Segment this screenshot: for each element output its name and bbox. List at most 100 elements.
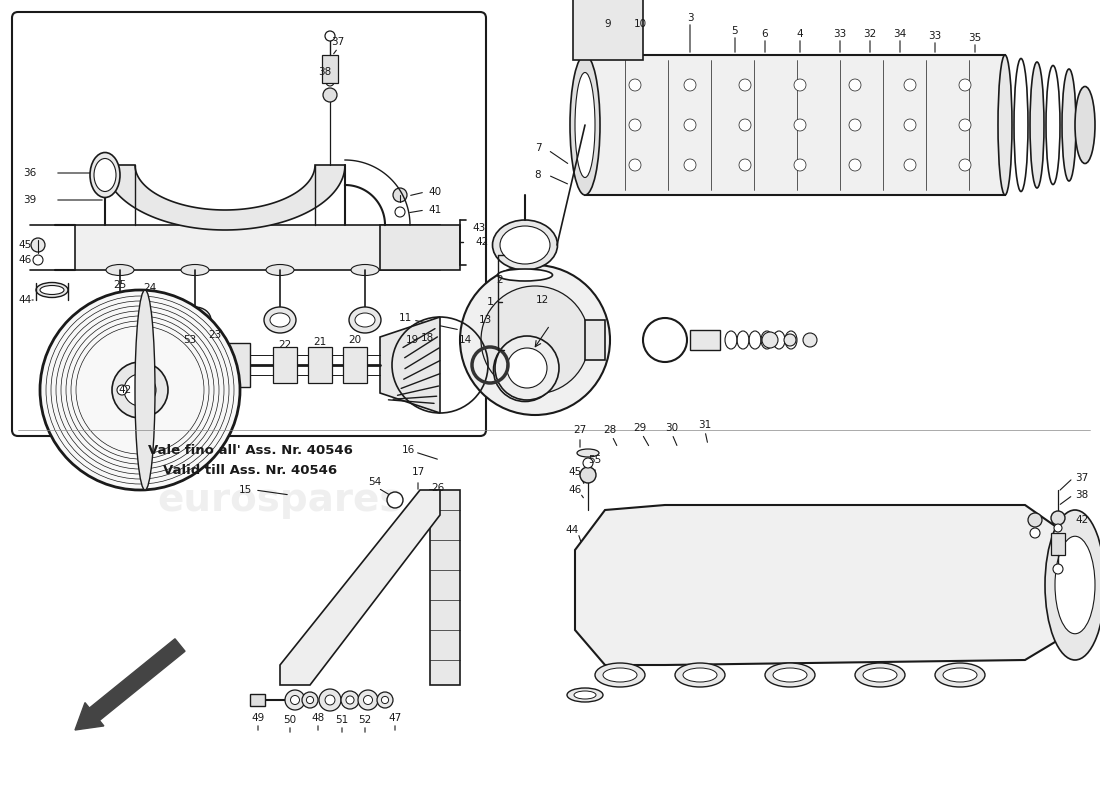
Ellipse shape	[264, 307, 296, 333]
Circle shape	[358, 690, 378, 710]
Text: 49: 49	[252, 713, 265, 723]
Ellipse shape	[603, 668, 637, 682]
Bar	[690, 330, 721, 350]
Circle shape	[849, 159, 861, 171]
Circle shape	[904, 159, 916, 171]
Circle shape	[495, 336, 559, 400]
Polygon shape	[104, 165, 345, 230]
Circle shape	[382, 696, 388, 704]
Text: 18: 18	[420, 333, 433, 343]
Text: 22: 22	[278, 340, 292, 350]
Circle shape	[959, 79, 971, 91]
Ellipse shape	[764, 663, 815, 687]
Ellipse shape	[497, 269, 552, 281]
Circle shape	[794, 119, 806, 131]
Circle shape	[849, 79, 861, 91]
Text: 42: 42	[1075, 515, 1088, 525]
Circle shape	[904, 79, 916, 91]
Ellipse shape	[185, 313, 205, 327]
Circle shape	[377, 692, 393, 708]
Bar	[573, 0, 644, 60]
Bar	[308, 347, 332, 383]
Text: 27: 27	[573, 425, 586, 435]
FancyArrow shape	[75, 638, 185, 730]
Ellipse shape	[355, 313, 375, 327]
Text: 44: 44	[19, 295, 32, 305]
Circle shape	[1028, 513, 1042, 527]
Text: 41: 41	[428, 205, 441, 215]
Bar	[430, 490, 460, 685]
Ellipse shape	[1046, 66, 1060, 185]
Text: 51: 51	[336, 715, 349, 725]
Text: 34: 34	[893, 29, 906, 39]
Text: Vale fino all' Ass. Nr. 40546: Vale fino all' Ass. Nr. 40546	[147, 443, 352, 457]
Text: 20: 20	[349, 335, 362, 345]
Ellipse shape	[935, 663, 984, 687]
Circle shape	[1053, 564, 1063, 574]
Ellipse shape	[566, 688, 603, 702]
Text: 47: 47	[388, 713, 401, 723]
Ellipse shape	[500, 226, 550, 264]
Circle shape	[324, 31, 336, 41]
Circle shape	[326, 695, 334, 705]
Circle shape	[307, 696, 314, 704]
Circle shape	[481, 286, 588, 394]
Text: 15: 15	[239, 485, 252, 495]
Text: 31: 31	[698, 420, 712, 430]
Circle shape	[117, 385, 126, 395]
Ellipse shape	[182, 265, 209, 275]
Text: 21: 21	[314, 337, 327, 347]
Circle shape	[794, 79, 806, 91]
Circle shape	[629, 119, 641, 131]
Circle shape	[112, 362, 168, 418]
Ellipse shape	[570, 55, 600, 195]
Ellipse shape	[90, 153, 120, 198]
Text: 11: 11	[398, 313, 411, 323]
Circle shape	[762, 332, 778, 348]
Circle shape	[507, 348, 547, 388]
Polygon shape	[75, 225, 440, 270]
Ellipse shape	[493, 220, 558, 270]
Text: 28: 28	[604, 425, 617, 435]
Ellipse shape	[266, 265, 294, 275]
Text: 1: 1	[486, 297, 494, 307]
Text: 53: 53	[184, 335, 197, 345]
Circle shape	[40, 290, 240, 490]
Circle shape	[124, 374, 156, 406]
Text: 45: 45	[19, 240, 32, 250]
Circle shape	[387, 492, 403, 508]
Text: 45: 45	[569, 467, 582, 477]
Circle shape	[363, 695, 373, 705]
Circle shape	[395, 207, 405, 217]
Text: 3: 3	[686, 13, 693, 23]
Text: eurospares: eurospares	[627, 531, 872, 569]
Ellipse shape	[864, 668, 896, 682]
Text: 54: 54	[368, 477, 382, 487]
Text: 2: 2	[497, 275, 504, 285]
Text: 12: 12	[536, 295, 549, 305]
Circle shape	[1050, 511, 1065, 525]
Circle shape	[739, 119, 751, 131]
Text: 5: 5	[732, 26, 738, 36]
Polygon shape	[250, 694, 265, 706]
Text: 37: 37	[331, 37, 344, 47]
Ellipse shape	[1030, 62, 1044, 188]
Circle shape	[959, 119, 971, 131]
FancyBboxPatch shape	[12, 12, 486, 436]
Text: 8: 8	[535, 170, 541, 180]
Ellipse shape	[135, 290, 155, 490]
Text: 33: 33	[928, 31, 942, 41]
Bar	[585, 320, 605, 360]
Circle shape	[31, 238, 45, 252]
Ellipse shape	[351, 265, 380, 275]
Ellipse shape	[683, 668, 717, 682]
Ellipse shape	[106, 265, 134, 275]
Text: 6: 6	[761, 29, 768, 39]
Text: 13: 13	[478, 315, 492, 325]
Ellipse shape	[574, 691, 596, 699]
Circle shape	[130, 380, 150, 400]
Text: 4: 4	[796, 29, 803, 39]
Text: 17: 17	[411, 467, 425, 477]
Ellipse shape	[40, 286, 64, 294]
Ellipse shape	[1055, 536, 1094, 634]
